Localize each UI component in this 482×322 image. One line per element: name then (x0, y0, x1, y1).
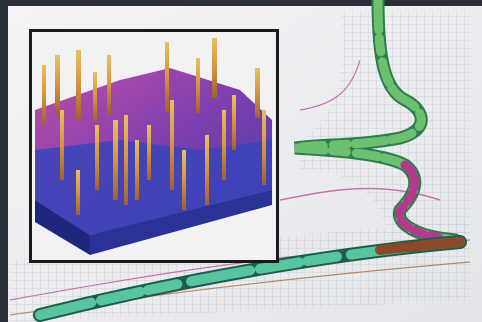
scene (0, 0, 482, 322)
inset-panel (29, 29, 279, 263)
page: (() => { const data = JSON.parse(documen… (0, 0, 482, 322)
